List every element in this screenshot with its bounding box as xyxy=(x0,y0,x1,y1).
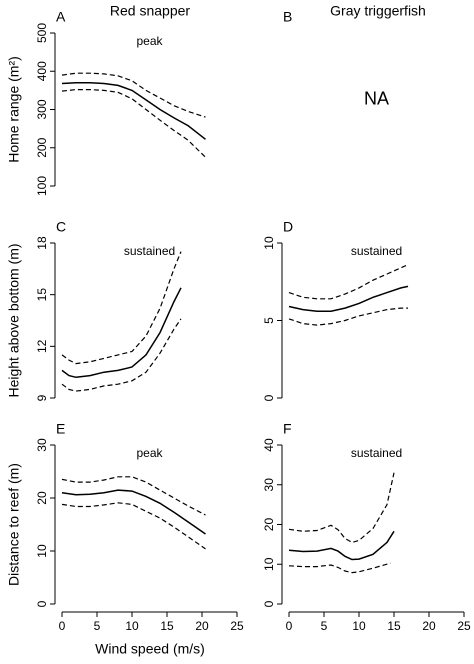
annotation: sustained xyxy=(351,446,402,460)
confidence-line xyxy=(61,89,206,158)
y-tick-label: 300 xyxy=(35,99,49,119)
panel-label: E xyxy=(56,421,65,437)
x-tick-label: 25 xyxy=(230,619,244,633)
y-tick-label: 0 xyxy=(262,600,276,607)
column-title: Gray triggerfish xyxy=(330,3,426,19)
confidence-line xyxy=(288,472,395,544)
x-tick-label: 15 xyxy=(160,619,174,633)
x-tick-label: 0 xyxy=(59,619,66,633)
y-tick-label: 40 xyxy=(262,438,276,452)
fit-line xyxy=(288,285,409,312)
y-tick-label: 30 xyxy=(35,438,49,452)
y-tick-label: 10 xyxy=(262,557,276,571)
x-tick-label: 20 xyxy=(195,619,209,633)
y-axis-title: Height above bottom (m) xyxy=(6,243,22,397)
y-tick-label: 9 xyxy=(35,394,49,401)
annotation: peak xyxy=(136,446,163,460)
y-tick-label: 200 xyxy=(35,137,49,157)
y-tick-label: 0 xyxy=(35,600,49,607)
y-tick-label: 500 xyxy=(35,23,49,43)
y-tick-label: 12 xyxy=(35,339,49,353)
y-tick-label: 10 xyxy=(35,544,49,558)
y-tick-label: 20 xyxy=(35,491,49,505)
x-tick-label: 10 xyxy=(352,619,366,633)
y-tick-label: 0 xyxy=(262,394,276,401)
confidence-line xyxy=(288,562,391,574)
fit-line xyxy=(61,287,182,379)
y-tick-label: 5 xyxy=(262,317,276,324)
panel-label: B xyxy=(283,9,292,25)
annotation: peak xyxy=(136,34,163,48)
annotation: sustained xyxy=(351,244,402,258)
confidence-line xyxy=(61,72,206,118)
y-axis-title: Distance to reef (m) xyxy=(6,463,22,586)
x-tick-label: 5 xyxy=(94,619,101,633)
fit-line xyxy=(288,530,395,561)
x-tick-label: 10 xyxy=(125,619,139,633)
x-tick-label: 15 xyxy=(387,619,401,633)
x-tick-label: 5 xyxy=(321,619,328,633)
panel-label: A xyxy=(56,9,66,25)
fit-line xyxy=(61,489,206,535)
y-tick-label: 100 xyxy=(35,176,49,196)
x-tick-label: 20 xyxy=(422,619,436,633)
fit-line xyxy=(61,81,206,140)
panel-label: F xyxy=(283,421,292,437)
y-tick-label: 400 xyxy=(35,61,49,81)
confidence-line xyxy=(61,476,206,516)
y-tick-label: 18 xyxy=(35,236,49,250)
annotation: sustained xyxy=(124,244,175,258)
x-axis-title: Wind speed (m/s) xyxy=(95,641,205,657)
confidence-line xyxy=(61,318,182,392)
annotation: NA xyxy=(364,88,389,108)
y-tick-label: 30 xyxy=(262,478,276,492)
y-axis-title: Home range (m²) xyxy=(6,56,22,163)
y-tick-label: 15 xyxy=(35,288,49,302)
panel-label: D xyxy=(283,219,293,235)
confidence-line xyxy=(61,502,206,550)
y-tick-label: 10 xyxy=(262,236,276,250)
x-tick-label: 0 xyxy=(286,619,293,633)
confidence-line xyxy=(288,264,409,300)
confidence-line xyxy=(61,251,182,365)
panel-label: C xyxy=(56,219,66,235)
y-tick-label: 20 xyxy=(262,518,276,532)
column-title: Red snapper xyxy=(110,3,191,19)
confidence-line xyxy=(288,307,408,326)
x-tick-label: 25 xyxy=(457,619,471,633)
